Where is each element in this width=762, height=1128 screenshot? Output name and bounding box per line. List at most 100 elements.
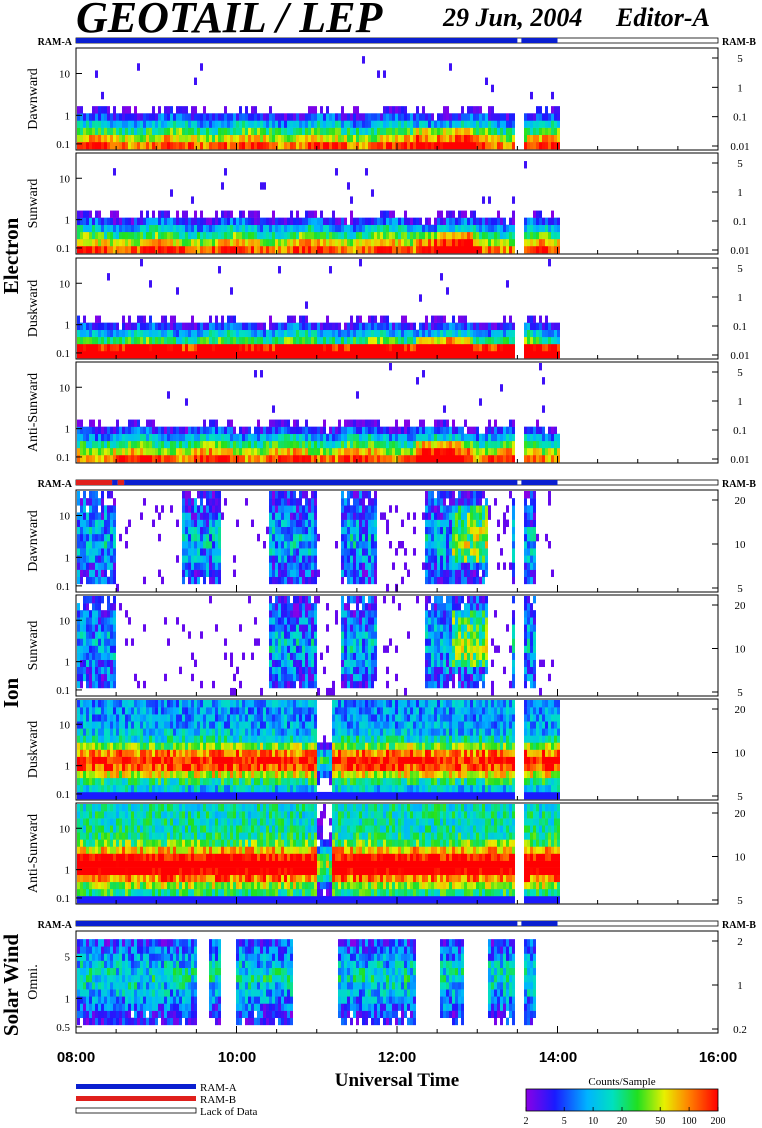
heatmap-cell	[440, 498, 443, 506]
heatmap-cell	[209, 548, 212, 556]
heatmap-cell	[293, 562, 296, 570]
heatmap-cell	[341, 426, 344, 435]
heatmap-cell	[350, 322, 353, 331]
heatmap-cell	[257, 343, 260, 352]
heatmap-cell	[347, 491, 350, 499]
heatmap-cell	[440, 562, 443, 570]
heatmap-cell	[404, 134, 407, 143]
heatmap-cell	[308, 120, 311, 128]
heatmap-cell	[362, 440, 365, 449]
heatmap-cell	[350, 134, 353, 143]
heatmap-cell	[470, 454, 473, 463]
heatmap-cell	[467, 113, 470, 121]
heatmap-cell	[494, 224, 497, 233]
heatmap-cell	[371, 224, 374, 233]
heatmap-cell	[173, 217, 176, 226]
heatmap-cell	[95, 127, 98, 136]
heatmap-cell	[299, 231, 302, 240]
heatmap-cell	[431, 541, 434, 549]
heatmap-cell	[326, 217, 329, 226]
heatmap-cell	[284, 329, 287, 338]
heatmap-cell	[476, 440, 479, 449]
heatmap-cell	[332, 426, 335, 435]
heatmap-cell	[422, 562, 425, 570]
heatmap-cell	[131, 336, 134, 345]
heatmap-cell	[428, 238, 431, 247]
heatmap-cell	[467, 322, 470, 331]
heatmap-cell	[425, 498, 428, 506]
heatmap-cell	[131, 238, 134, 247]
heatmap-cell	[248, 217, 251, 226]
heatmap-cell	[443, 533, 446, 542]
heatmap-cell	[104, 447, 107, 456]
heatmap-cell	[410, 113, 413, 121]
heatmap-cell	[479, 562, 482, 570]
heatmap-cell	[263, 433, 266, 442]
heatmap-cell	[317, 433, 320, 442]
heatmap-cell	[98, 596, 101, 604]
heatmap-cell	[104, 512, 107, 520]
heatmap-cell	[155, 127, 158, 136]
heatmap-cell	[326, 238, 329, 247]
heatmap-cell	[353, 562, 356, 570]
heatmap-cell	[290, 491, 293, 499]
heatmap-cell	[86, 329, 89, 338]
heatmap-cell	[467, 245, 470, 254]
heatmap-cell	[89, 210, 92, 218]
heatmap-cell	[143, 245, 146, 254]
heatmap-cell	[491, 238, 494, 247]
heatmap-cell	[176, 287, 179, 295]
heatmap-cell	[185, 245, 188, 254]
heatmap-cell	[77, 440, 80, 449]
heatmap-cell	[431, 533, 434, 542]
heatmap-cell	[476, 505, 479, 513]
heatmap-cell	[362, 491, 365, 499]
heatmap-cell	[80, 238, 83, 247]
heatmap-cell	[98, 526, 101, 535]
heatmap-cell	[443, 405, 446, 413]
heatmap-cell	[197, 127, 200, 136]
heatmap-cell	[506, 134, 509, 143]
heatmap-cell	[290, 141, 293, 150]
heatmap-cell	[488, 231, 491, 240]
heatmap-cell	[434, 454, 437, 463]
heatmap-cell	[86, 680, 89, 689]
heatmap-cell	[329, 329, 332, 338]
heatmap-cell	[512, 576, 515, 585]
heatmap-cell	[365, 231, 368, 240]
heatmap-cell	[89, 533, 92, 542]
heatmap-cell	[434, 440, 437, 449]
heatmap-cell	[107, 576, 110, 585]
heatmap-cell	[221, 224, 224, 233]
heatmap-cell	[308, 454, 311, 463]
heatmap-cell	[338, 329, 341, 338]
heatmap-cell	[554, 141, 557, 150]
heatmap-cell	[167, 224, 170, 233]
heatmap-cell	[89, 680, 92, 689]
heatmap-cell	[338, 440, 341, 449]
heatmap-cell	[434, 127, 437, 136]
heatmap-cell	[389, 106, 392, 114]
heatmap-cell	[92, 134, 95, 143]
heatmap-cell	[233, 127, 236, 136]
heatmap-cell	[161, 113, 164, 121]
heatmap-cell	[281, 519, 284, 528]
heatmap-cell	[215, 419, 218, 427]
heatmap-cell	[485, 498, 488, 506]
heatmap-cell	[512, 113, 515, 121]
heatmap-cell	[326, 120, 329, 128]
heatmap-cell	[110, 238, 113, 247]
heatmap-cell	[539, 127, 542, 136]
heatmap-cell	[356, 576, 359, 585]
heatmap-cell	[116, 433, 119, 442]
heatmap-cell	[95, 659, 98, 668]
heatmap-cell	[356, 336, 359, 345]
heatmap-cell	[479, 343, 482, 352]
heatmap-cell	[278, 659, 281, 668]
heatmap-cell	[275, 666, 278, 675]
heatmap-cell	[254, 617, 257, 625]
heatmap-cell	[479, 245, 482, 254]
heatmap-cell	[278, 440, 281, 449]
heatmap-cell	[275, 603, 278, 611]
heatmap-cell	[188, 322, 191, 331]
